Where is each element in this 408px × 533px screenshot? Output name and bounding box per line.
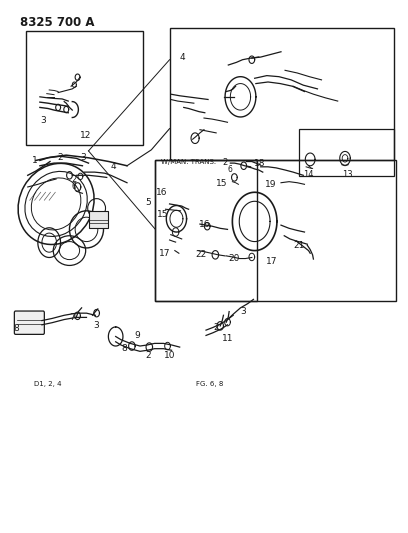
Text: 3: 3 bbox=[80, 153, 86, 162]
Text: 6: 6 bbox=[71, 182, 76, 191]
Text: D1, 2, 4: D1, 2, 4 bbox=[34, 381, 61, 387]
Text: 20: 20 bbox=[228, 254, 239, 263]
Text: 4: 4 bbox=[111, 163, 116, 171]
Text: 18: 18 bbox=[254, 159, 266, 168]
Text: 2: 2 bbox=[145, 351, 151, 360]
Text: 1: 1 bbox=[32, 156, 38, 165]
Text: 2: 2 bbox=[71, 175, 76, 184]
Text: 11: 11 bbox=[222, 334, 234, 343]
Text: 8325 700 A: 8325 700 A bbox=[20, 16, 94, 29]
Text: 3: 3 bbox=[240, 307, 246, 316]
Text: 10: 10 bbox=[164, 351, 175, 360]
Text: 14: 14 bbox=[303, 169, 314, 179]
Text: 4: 4 bbox=[180, 53, 185, 62]
Bar bbox=[26, 30, 143, 144]
FancyBboxPatch shape bbox=[14, 311, 44, 334]
Text: 13: 13 bbox=[342, 169, 353, 179]
Text: 9: 9 bbox=[134, 331, 140, 340]
Bar bbox=[155, 160, 397, 301]
Text: 3: 3 bbox=[40, 116, 46, 125]
Text: 7: 7 bbox=[69, 313, 75, 322]
Bar bbox=[170, 28, 395, 160]
Text: 3: 3 bbox=[94, 321, 100, 330]
Text: 22: 22 bbox=[195, 251, 206, 260]
Text: 2: 2 bbox=[213, 323, 219, 332]
Text: 2: 2 bbox=[57, 153, 63, 162]
Text: 8: 8 bbox=[13, 324, 19, 333]
Text: 12: 12 bbox=[80, 131, 92, 140]
Bar bbox=[155, 160, 257, 301]
Text: 16: 16 bbox=[199, 220, 210, 229]
Bar bbox=[89, 212, 108, 228]
Text: 5: 5 bbox=[145, 198, 151, 207]
Text: FG. 6, 8: FG. 6, 8 bbox=[196, 381, 223, 387]
Text: 21: 21 bbox=[293, 241, 304, 250]
Bar bbox=[299, 128, 395, 176]
Text: 19: 19 bbox=[265, 180, 276, 189]
Text: 15: 15 bbox=[216, 179, 228, 188]
Text: 16: 16 bbox=[156, 188, 168, 197]
Text: 8: 8 bbox=[121, 344, 126, 353]
Text: 17: 17 bbox=[159, 249, 170, 259]
Text: 2: 2 bbox=[222, 158, 228, 167]
Text: 15: 15 bbox=[157, 210, 169, 219]
Text: W/MAN. TRANS.: W/MAN. TRANS. bbox=[161, 159, 216, 165]
Text: 17: 17 bbox=[266, 257, 277, 265]
Text: 6: 6 bbox=[228, 165, 233, 174]
